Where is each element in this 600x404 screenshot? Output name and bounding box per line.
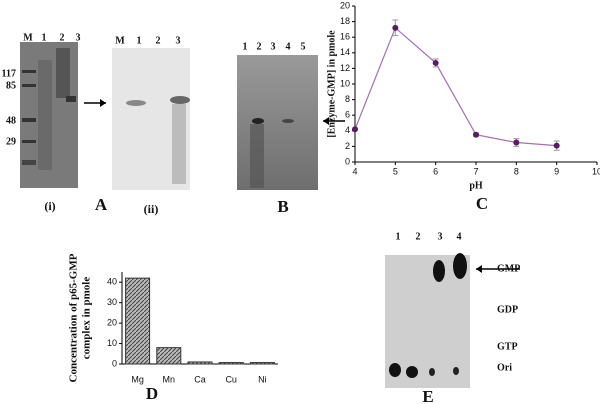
panel-label: D [146,384,158,403]
x-tick-label: Mg [131,374,144,384]
x-tick-label: Ca [194,374,206,384]
line [354,26,557,147]
spot-label: GMP [497,263,520,274]
point [553,142,560,149]
y-axis-label: Concentration of p65-GMP [68,253,80,382]
y-tick-label: 6 [345,110,350,120]
marker-label: 117 [2,68,16,79]
y-tick-label: 30 [107,297,117,307]
gel-a-i [20,42,78,188]
panel-label: A [95,195,108,214]
gel-a-ii [84,48,190,190]
lane-label: 3 [76,32,81,43]
bar [249,362,275,365]
x-tick-label: 8 [514,166,519,176]
lane-label: 2 [416,231,421,242]
panel-label: E [422,387,433,404]
lane-label: 2 [60,32,65,43]
caption: (i) [44,199,55,213]
y-tick-label: 10 [107,338,117,348]
lane-label: 4 [286,41,291,52]
x-tick-label: 10 [592,166,600,176]
x-tick-label: 4 [352,166,357,176]
gel-e [385,253,520,388]
y-axis-label: complex in pmole [81,277,93,360]
x-tick-label: Mn [163,374,176,384]
y-tick-label: 12 [340,63,350,73]
panel-label: C [476,194,488,213]
point [352,126,358,133]
lane-label: 5 [301,41,306,52]
lane-label: 1 [137,35,142,46]
lane-label: 3 [176,35,181,46]
bar [156,347,182,365]
y-tick-label: 4 [345,125,350,135]
y-tick-label: 10 [340,78,350,88]
x-axis-label: pH [469,180,483,191]
marker-label: 29 [6,136,16,147]
point [432,59,439,66]
marker-label: 85 [6,80,16,91]
lane-label: M [23,32,33,43]
y-tick-label: 2 [345,141,350,151]
y-tick-label: 8 [345,94,350,104]
y-tick-label: 0 [112,358,117,368]
y-tick-label: 20 [340,0,350,10]
y-tick-label: 18 [340,16,350,26]
caption: (ii) [144,202,159,216]
y-tick-label: 40 [107,277,117,287]
y-tick-label: 0 [345,156,350,166]
marker-label: 48 [6,115,16,126]
spot-label: Ori [497,362,512,373]
x-tick-label: 5 [393,166,398,176]
bar [125,277,151,365]
y-axis-label: [Enzyme-GMP] in pmole [326,30,337,138]
panel-label: B [277,197,288,216]
spot-label: GTP [497,341,518,352]
y-tick-label: 20 [107,317,117,327]
point [513,139,520,146]
lane-label: 4 [457,231,462,242]
bar [187,361,213,365]
lane-label: 3 [438,231,443,242]
gel-b [237,55,345,190]
x-tick-label: Ni [258,374,267,384]
y-tick-label: 16 [340,32,350,42]
point [473,131,479,138]
lane-label: 1 [42,32,47,43]
lane-label: 1 [243,41,248,52]
bar [218,362,244,365]
x-tick-label: 9 [554,166,559,176]
x-tick-label: 6 [433,166,438,176]
lane-label: 2 [156,35,161,46]
x-tick-label: 7 [473,166,478,176]
x-tick-label: Cu [225,374,237,384]
lane-label: 2 [257,41,262,52]
lane-label: 3 [271,41,276,52]
y-tick-label: 14 [340,47,350,57]
point [392,24,399,31]
spot-label: GDP [497,304,518,315]
lane-label: 1 [396,231,401,242]
lane-label: M [115,35,125,46]
